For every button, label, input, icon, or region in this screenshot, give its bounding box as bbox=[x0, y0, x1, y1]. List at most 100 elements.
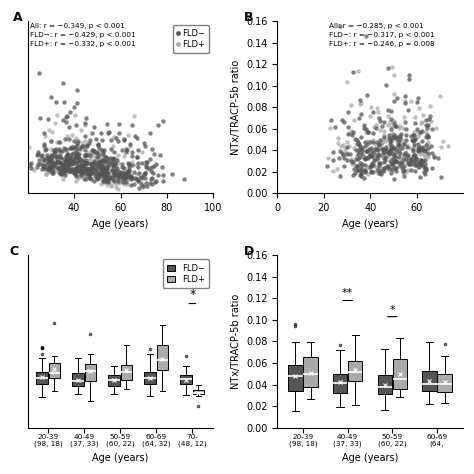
Point bbox=[375, 163, 383, 170]
Point bbox=[91, 161, 99, 168]
Point bbox=[360, 166, 368, 174]
Point bbox=[88, 164, 95, 171]
Point bbox=[61, 167, 68, 175]
Point bbox=[116, 172, 123, 179]
Point bbox=[134, 146, 142, 154]
Point bbox=[50, 167, 57, 174]
Point bbox=[110, 133, 118, 140]
Point bbox=[357, 165, 365, 173]
Legend: FLD−, FLD+: FLD−, FLD+ bbox=[163, 259, 209, 288]
Point bbox=[402, 148, 410, 156]
Point bbox=[123, 181, 130, 188]
Point bbox=[396, 133, 403, 141]
Point bbox=[396, 158, 404, 166]
Point bbox=[93, 154, 101, 161]
Point bbox=[112, 170, 120, 177]
Point bbox=[424, 144, 432, 152]
Point bbox=[380, 145, 387, 153]
Point bbox=[122, 145, 130, 153]
Point bbox=[424, 124, 431, 132]
Point bbox=[59, 147, 66, 155]
Point bbox=[50, 150, 57, 158]
Point bbox=[72, 164, 79, 172]
Point bbox=[367, 161, 374, 168]
Point bbox=[132, 133, 139, 140]
Point bbox=[408, 137, 416, 144]
Point bbox=[392, 135, 400, 143]
Point bbox=[41, 132, 49, 140]
Point bbox=[44, 164, 51, 172]
Point bbox=[154, 172, 161, 179]
Point bbox=[344, 149, 351, 156]
Point bbox=[44, 115, 52, 123]
Point bbox=[39, 163, 46, 171]
Point bbox=[51, 149, 58, 156]
Point bbox=[366, 112, 374, 120]
Point bbox=[140, 182, 147, 190]
Point bbox=[99, 168, 106, 175]
Point bbox=[65, 123, 73, 130]
Point bbox=[120, 180, 128, 188]
Point bbox=[82, 152, 90, 159]
Point bbox=[85, 170, 92, 177]
Point bbox=[36, 69, 43, 76]
Point bbox=[142, 174, 149, 182]
Point bbox=[62, 157, 69, 164]
Point bbox=[139, 173, 146, 181]
Text: All: r = −0.349, p < 0.001
FLD−: r = −0.429, p < 0.001
FLD+: r = −0.332, p < 0.0: All: r = −0.349, p < 0.001 FLD−: r = −0.… bbox=[30, 23, 135, 47]
Point bbox=[413, 161, 421, 169]
Point bbox=[378, 144, 386, 152]
Point bbox=[421, 165, 429, 173]
Point bbox=[340, 154, 348, 162]
Point bbox=[93, 175, 101, 182]
Point bbox=[428, 143, 435, 150]
Point bbox=[70, 168, 77, 175]
Point bbox=[402, 168, 410, 176]
Point bbox=[78, 163, 86, 171]
Point bbox=[133, 175, 140, 183]
Point bbox=[424, 122, 431, 129]
Point bbox=[412, 155, 419, 163]
Point bbox=[101, 165, 109, 173]
Point bbox=[100, 175, 108, 182]
Point bbox=[70, 155, 78, 162]
Point bbox=[99, 172, 106, 179]
Point bbox=[422, 128, 430, 136]
Point bbox=[361, 155, 369, 163]
Point bbox=[122, 175, 130, 182]
Point bbox=[78, 158, 85, 165]
Point bbox=[55, 138, 63, 146]
Point bbox=[100, 156, 107, 164]
Point bbox=[92, 148, 100, 155]
Point bbox=[100, 170, 108, 177]
Point bbox=[413, 125, 420, 133]
Point bbox=[329, 167, 337, 175]
Point bbox=[74, 153, 82, 161]
PathPatch shape bbox=[288, 365, 302, 391]
Point bbox=[84, 167, 91, 174]
Point bbox=[367, 138, 374, 146]
Point bbox=[388, 125, 395, 133]
Point bbox=[418, 161, 426, 169]
Point bbox=[118, 163, 125, 171]
Point bbox=[105, 162, 112, 170]
Point bbox=[82, 114, 90, 121]
Point bbox=[118, 170, 125, 178]
Point bbox=[97, 163, 105, 170]
Point bbox=[388, 167, 396, 174]
Point bbox=[137, 181, 145, 188]
Point bbox=[99, 167, 106, 174]
Point bbox=[360, 152, 368, 160]
Point bbox=[66, 156, 73, 164]
Point bbox=[355, 115, 363, 122]
Point bbox=[411, 160, 419, 167]
Point bbox=[112, 157, 120, 165]
Point bbox=[388, 159, 396, 167]
Point bbox=[38, 165, 46, 173]
Point bbox=[387, 115, 395, 122]
Point bbox=[77, 162, 85, 169]
Point bbox=[405, 72, 413, 79]
Point bbox=[354, 138, 362, 146]
Point bbox=[421, 156, 429, 164]
Point bbox=[418, 143, 426, 150]
